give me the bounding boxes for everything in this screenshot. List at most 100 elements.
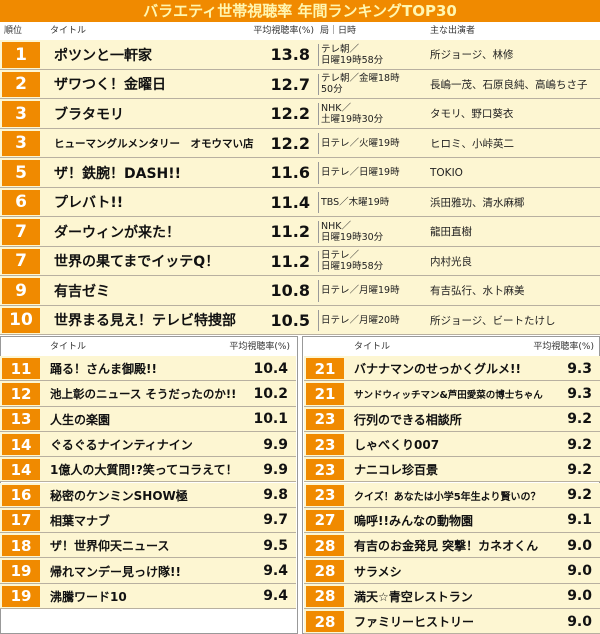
- program-title: 秘密のケンミンSHOW極: [50, 488, 188, 503]
- ranking-row: [0, 128, 600, 158]
- station-time: NHK／ 日曜19時30分: [321, 220, 384, 243]
- station-time: 日テレ／ 日曜19時58分: [321, 250, 384, 273]
- rating: 9.4: [263, 563, 288, 580]
- ranking-row: [0, 217, 600, 247]
- program-title: 世界の果てまでイッテQ！: [54, 254, 220, 271]
- rank-badge: 23: [306, 408, 344, 430]
- divider: [318, 73, 319, 95]
- program-title: クイズ！あなたは小学5年生より賢いの？: [354, 491, 541, 503]
- rating: 9.3: [567, 360, 592, 377]
- ranking-row: [304, 609, 600, 634]
- rating: 9.2: [567, 461, 592, 478]
- cast: 有吉弘行、水卜麻美: [430, 285, 525, 298]
- station-time: テレ朝／ 日曜19時58分: [321, 43, 384, 66]
- rating: 9.0: [567, 613, 592, 630]
- ranking-row: [304, 356, 600, 382]
- column-header: 平均視聴率(%): [253, 26, 314, 36]
- program-title: ダーウィンが来た！: [54, 224, 180, 241]
- ranking-row: [304, 507, 600, 534]
- rating: 10.1: [253, 411, 288, 428]
- program-title: ザワつく！金曜日: [54, 77, 166, 94]
- ranking-row: [0, 158, 600, 188]
- ranking-row: [0, 187, 600, 217]
- program-title: ぐるぐるナインティナイン: [50, 438, 193, 453]
- ranking-row: [0, 482, 296, 508]
- program-title: 行列のできる相談所: [354, 412, 462, 427]
- program-title: ブラタモリ: [54, 106, 124, 123]
- program-title: 1億人の大質問!?笑ってコラえて！: [50, 463, 238, 478]
- cast: 内村光良: [430, 255, 472, 268]
- rating: 9.9: [263, 461, 288, 478]
- station-time: テレ朝／金曜18時 50分: [321, 73, 400, 96]
- rating: 12.7: [270, 74, 310, 94]
- divider: [318, 309, 319, 331]
- program-title: ファミリーヒストリー: [354, 615, 475, 630]
- divider: [318, 191, 319, 213]
- rating: 9.8: [263, 487, 288, 504]
- program-title: しゃべくり007: [354, 438, 440, 453]
- ranking-row: [0, 431, 296, 458]
- rank-badge: 19: [2, 585, 40, 607]
- station-time: NHK／ 土曜19時30分: [321, 102, 384, 125]
- rating: 9.9: [263, 436, 288, 453]
- program-title: 踊る！さんま御殿!!: [50, 362, 157, 377]
- program-title: ザ！世界仰天ニュース: [50, 539, 170, 554]
- program-title: 世界まる見え！テレビ特捜部: [54, 313, 236, 330]
- program-title: 満天☆青空レストラン: [354, 589, 473, 604]
- ranking-row: [0, 356, 296, 382]
- ranking-row: [0, 305, 600, 335]
- rank-badge: 23: [306, 433, 344, 456]
- column-header: 局｜日時: [320, 26, 357, 36]
- divider: [318, 280, 319, 302]
- program-title: 有吉ゼミ: [54, 283, 110, 300]
- rank-badge: 3: [2, 130, 40, 156]
- column-header: タイトル: [50, 342, 87, 352]
- station-time: 日テレ／火曜19時: [321, 137, 400, 149]
- cast: 所ジョージ、ビートたけし: [430, 314, 556, 327]
- ranking-row: [304, 482, 600, 508]
- rank-badge: 19: [2, 560, 40, 582]
- rating: 9.2: [567, 487, 592, 504]
- column-header: 順位: [4, 26, 23, 36]
- rating: 9.2: [567, 411, 592, 428]
- rank-badge: 7: [2, 219, 40, 245]
- cast: 長嶋一茂、石原良純、高嶋ちさ子: [430, 78, 588, 91]
- cast: タモリ、野口葵衣: [430, 108, 514, 121]
- ranking-row: [304, 431, 600, 458]
- rank-badge: 21: [306, 358, 344, 380]
- station-time: TBS／木曜19時: [321, 196, 390, 208]
- program-title: 沸騰ワード10: [50, 589, 127, 604]
- rating: 11.6: [270, 163, 310, 183]
- program-title: プレバト!!: [54, 195, 124, 212]
- ranking-row: [304, 583, 600, 609]
- rank-badge: 6: [2, 189, 40, 215]
- rating: 10.4: [253, 360, 288, 377]
- rank-badge: 12: [2, 383, 40, 405]
- rank-badge: 11: [2, 358, 40, 380]
- column-header: 平均視聴率(%): [229, 342, 290, 352]
- ranking-row: [0, 276, 600, 306]
- ranking-row: [0, 406, 296, 432]
- rating: 10.2: [253, 385, 288, 402]
- rating: 9.0: [567, 537, 592, 554]
- ranking-row: [0, 69, 600, 99]
- rating: 10.8: [270, 281, 310, 301]
- ranking-row: [304, 533, 600, 559]
- page-title: バラエティ世帯視聴率 年間ランキングTOP30: [0, 0, 600, 22]
- rating: 9.0: [567, 563, 592, 580]
- ranking-row: [0, 457, 296, 483]
- rank-badge: 23: [306, 484, 344, 506]
- rating: 12.2: [270, 104, 310, 124]
- ranking-row: [0, 246, 600, 276]
- program-title: ポツンと一軒家: [54, 47, 152, 64]
- rank-badge: 17: [2, 509, 40, 532]
- rank-badge: 10: [2, 307, 40, 333]
- rating: 9.3: [567, 385, 592, 402]
- column-header: 平均視聴率(%): [533, 342, 594, 352]
- rank-badge: 14: [2, 459, 40, 481]
- rating: 9.1: [567, 512, 592, 529]
- ranking-row: [0, 558, 296, 584]
- rank-badge: 18: [2, 535, 40, 557]
- rating: 11.2: [270, 222, 310, 242]
